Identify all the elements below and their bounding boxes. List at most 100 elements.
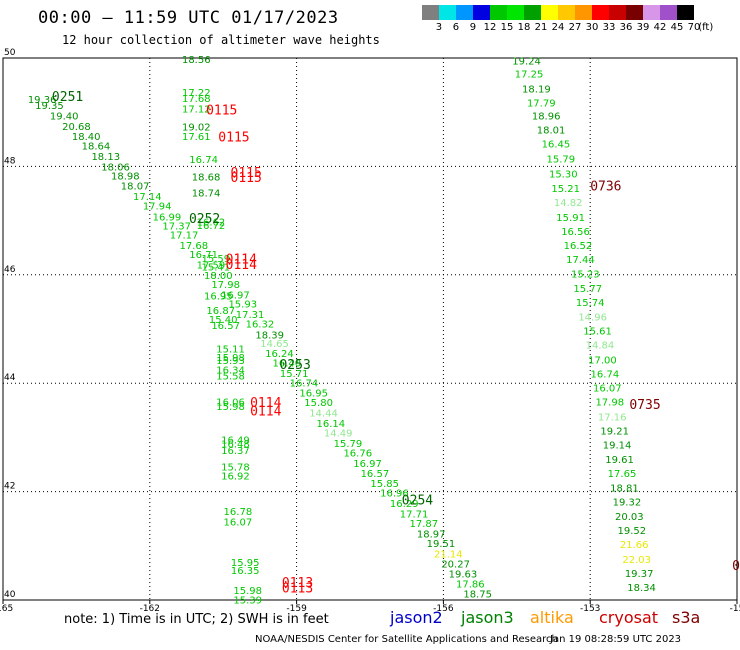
color-swatch — [609, 5, 626, 20]
pass-time-label: 0115 — [231, 166, 262, 181]
color-swatch — [626, 5, 643, 20]
swh-value: 16.24 — [265, 349, 294, 360]
legend-jason2: jason2 — [390, 608, 443, 627]
color-swatch — [473, 5, 490, 20]
swh-value: 17.87 — [410, 519, 439, 530]
page-title: 00:00 – 11:59 UTC 01/17/2023 — [38, 8, 339, 28]
swh-value: 21.66 — [620, 540, 649, 551]
pass-time-label: 0115 — [231, 171, 262, 186]
swh-value: 16.37 — [221, 446, 250, 457]
swh-value: 16.74 — [290, 379, 319, 390]
swh-value: 16.74 — [591, 369, 620, 380]
swh-value: 16.32 — [246, 320, 275, 331]
swh-value: 17.68 — [180, 241, 209, 252]
swh-value: 19.40 — [50, 111, 79, 122]
color-scale-label: 18 — [517, 22, 531, 33]
swh-value: 19.36 — [28, 95, 57, 106]
swh-value: 19.63 — [449, 569, 478, 580]
footer-note: note: 1) Time is in UTC; 2) SWH is in fe… — [64, 612, 329, 627]
swh-value: 19.32 — [613, 497, 642, 508]
swh-value: 15.98 — [216, 402, 245, 413]
color-scale-label: 15 — [500, 22, 514, 33]
pass-time-label: 0113 — [282, 576, 313, 591]
swh-value: 15.61 — [583, 327, 612, 338]
swh-value: 20.03 — [615, 512, 644, 523]
color-swatch — [541, 5, 558, 20]
pass-time-label: 0114 — [226, 253, 257, 268]
plot-frame — [2, 57, 738, 601]
color-swatch — [677, 5, 694, 20]
color-scale-label: 27 — [568, 22, 582, 33]
color-scale-label: 33 — [602, 22, 616, 33]
swh-value: 17.31 — [236, 310, 265, 321]
swh-value: 16.87 — [206, 306, 235, 317]
color-swatch — [558, 5, 575, 20]
swh-value: 19.21 — [600, 426, 629, 437]
swh-value: 22.03 — [622, 555, 651, 566]
swh-value: 16.76 — [343, 449, 372, 460]
swh-value: 17.86 — [456, 580, 485, 591]
x-tick-label: -162 — [140, 604, 160, 614]
color-swatch — [643, 5, 660, 20]
swh-value: 16.96 — [380, 489, 409, 500]
pass-time-label: 0254 — [402, 494, 433, 509]
pass-time-label: 0113 — [282, 582, 313, 597]
y-tick-label: 40 — [4, 590, 16, 600]
swh-value: 16.34 — [216, 366, 245, 377]
swh-value: 18.56 — [182, 55, 211, 66]
x-tick-label: -15 — [730, 604, 740, 614]
swh-value: 15.91 — [556, 213, 585, 224]
swh-value: 17.61 — [182, 132, 211, 143]
pass-time-label: 0115 — [206, 103, 237, 118]
swh-value: 18.98 — [111, 172, 140, 183]
swh-value: 16.14 — [317, 419, 346, 430]
page-subtitle: 12 hour collection of altimeter wave hei… — [62, 33, 380, 47]
swh-value: 19.14 — [603, 440, 632, 451]
color-swatch — [439, 5, 456, 20]
swh-value: 15.98 — [233, 586, 262, 597]
legend-cryosat: cryosat — [599, 608, 659, 627]
swh-value: 15.79 — [334, 439, 363, 450]
swh-value: 15.11 — [216, 345, 245, 356]
swh-value: 15.71 — [280, 369, 309, 380]
color-scale-label: 45 — [670, 22, 684, 33]
swh-value: 15.41 — [202, 263, 231, 274]
swh-value: 17.94 — [143, 201, 172, 212]
swh-value: 18.40 — [72, 132, 101, 143]
color-scale-label: 30 — [585, 22, 599, 33]
swh-value: 19.24 — [512, 57, 541, 68]
swh-value: 16.07 — [593, 384, 622, 395]
legend-altika: altika — [530, 608, 574, 627]
swh-value: 16.57 — [361, 469, 390, 480]
swh-value: 18.06 — [101, 162, 130, 173]
color-swatch — [507, 5, 524, 20]
swh-value: 17.14 — [133, 192, 162, 203]
swh-value: 18.13 — [91, 152, 120, 163]
swh-value: 14.49 — [324, 429, 353, 440]
color-swatch — [575, 5, 592, 20]
swh-value: 17.79 — [527, 98, 556, 109]
color-scale-label: 3 — [435, 22, 443, 33]
swh-value: 18.00 — [204, 271, 233, 282]
swh-value: 17.37 — [162, 221, 191, 232]
swh-value: 19.52 — [617, 526, 646, 537]
swh-value: 16.06 — [216, 398, 245, 409]
swh-value: 14.44 — [309, 408, 338, 419]
color-scale-label: 24 — [551, 22, 565, 33]
swh-value: 18.97 — [417, 529, 446, 540]
swh-value: 16.71 — [189, 250, 218, 261]
swh-value: 16.29 — [390, 499, 419, 510]
swh-value: 14.65 — [260, 339, 289, 350]
swh-value: 16.62 — [197, 218, 226, 229]
swh-value: 15.93 — [216, 356, 245, 367]
swh-value: 19.35 — [35, 101, 64, 112]
swh-value: 15.78 — [221, 463, 250, 474]
generated-timestamp: Jan 19 08:28:59 UTC 2023 — [550, 634, 682, 645]
swh-value: 16.49 — [221, 436, 250, 447]
color-scale-label: (ft) — [698, 22, 714, 33]
color-scale-label: 39 — [636, 22, 650, 33]
swh-value: 16.52 — [564, 241, 593, 252]
swh-value: 16.95 — [299, 388, 328, 399]
swh-value: 19.51 — [427, 539, 456, 550]
swh-value: 17.98 — [211, 280, 240, 291]
